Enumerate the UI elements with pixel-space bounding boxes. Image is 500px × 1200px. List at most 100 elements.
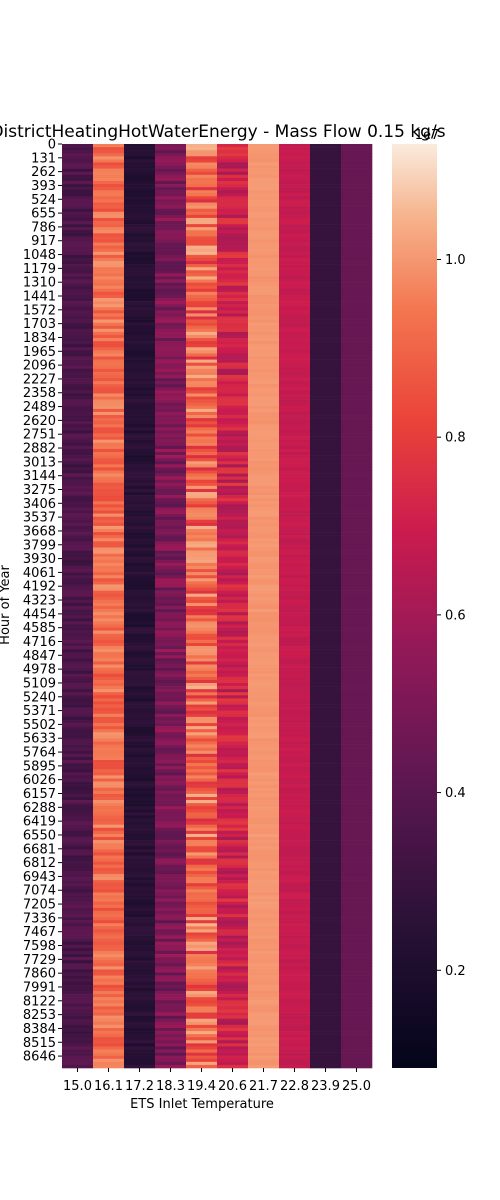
heatmap-cell xyxy=(341,612,373,616)
heatmap-cell xyxy=(279,492,311,496)
heatmap-cell xyxy=(62,738,94,742)
heatmap-cell xyxy=(279,393,311,397)
heatmap-cell xyxy=(279,984,311,989)
heatmap-cell xyxy=(62,399,94,404)
heatmap-cell xyxy=(124,411,156,416)
heatmap-cell xyxy=(341,664,373,668)
heatmap-cell xyxy=(124,427,156,431)
heatmap-cell xyxy=(93,926,125,930)
heatmap-cell xyxy=(341,267,373,271)
heatmap-cell xyxy=(186,495,218,499)
heatmap-cell xyxy=(186,544,218,548)
heatmap-cell xyxy=(217,442,249,447)
heatmap-cell xyxy=(279,778,311,782)
heatmap-cell xyxy=(310,587,342,591)
heatmap-cell xyxy=(217,763,249,767)
heatmap-cell xyxy=(62,1003,94,1007)
heatmap-cell xyxy=(186,920,218,924)
heatmap-cell xyxy=(155,319,187,323)
heatmap-cell xyxy=(93,319,125,323)
heatmap-cell xyxy=(93,177,125,182)
heatmap-cell xyxy=(124,806,156,810)
heatmap-cell xyxy=(155,689,187,693)
heatmap-cell xyxy=(310,987,342,992)
heatmap-cell xyxy=(62,950,94,955)
heatmap-cell xyxy=(341,593,373,598)
heatmap-cell xyxy=(124,954,156,958)
heatmap-cell xyxy=(62,162,94,166)
heatmap-cell xyxy=(93,833,125,838)
heatmap-cell xyxy=(310,279,342,283)
y-tick-label: 4192 xyxy=(23,580,56,595)
heatmap-cell xyxy=(93,692,125,696)
heatmap-cell xyxy=(279,162,311,166)
heatmap-cell xyxy=(93,556,125,561)
heatmap-cell xyxy=(62,230,94,234)
heatmap-cell xyxy=(124,679,156,684)
heatmap-cell xyxy=(186,507,218,511)
heatmap-cell xyxy=(217,898,249,902)
heatmap-cell xyxy=(186,1046,218,1050)
heatmap-cell xyxy=(279,328,311,333)
heatmap-cell xyxy=(62,636,94,641)
heatmap-cell xyxy=(155,415,187,419)
heatmap-cell xyxy=(93,461,125,465)
heatmap-cell xyxy=(186,901,218,906)
heatmap-cell xyxy=(248,153,280,157)
heatmap-cell xyxy=(217,553,249,558)
heatmap-cell xyxy=(341,719,373,724)
heatmap-cell xyxy=(93,994,125,998)
heatmap-cell xyxy=(124,1061,156,1066)
heatmap-cell xyxy=(62,926,94,930)
heatmap-cell xyxy=(341,177,373,182)
heatmap-cell xyxy=(62,981,94,986)
heatmap-cell xyxy=(62,476,94,481)
heatmap-cell xyxy=(124,661,156,665)
heatmap-cell xyxy=(341,707,373,712)
heatmap-cell xyxy=(310,439,342,444)
heatmap-cell xyxy=(217,273,249,277)
heatmap-cell xyxy=(341,781,373,785)
heatmap-cell xyxy=(124,224,156,228)
heatmap-cell xyxy=(62,1052,94,1056)
heatmap-cell xyxy=(93,150,125,154)
heatmap-column-22.8 xyxy=(279,144,311,1069)
heatmap-cell xyxy=(310,667,342,671)
heatmap-cell xyxy=(155,513,187,517)
heatmap-cell xyxy=(62,1031,94,1035)
heatmap-cell xyxy=(217,615,249,619)
heatmap-cell xyxy=(341,538,373,542)
heatmap-cell xyxy=(248,310,280,314)
heatmap-cell xyxy=(217,448,249,453)
heatmap-cell xyxy=(62,270,94,274)
heatmap-cell xyxy=(186,473,218,477)
heatmap-cell xyxy=(155,1040,187,1044)
heatmap-cell xyxy=(279,1027,311,1032)
heatmap-cell xyxy=(62,587,94,591)
heatmap-cell xyxy=(186,824,218,829)
heatmap-cell xyxy=(186,655,218,659)
heatmap-cell xyxy=(217,673,249,678)
heatmap-cell xyxy=(248,1018,280,1023)
heatmap-cell xyxy=(62,735,94,739)
heatmap-cell xyxy=(62,498,94,502)
heatmap-cell xyxy=(279,282,311,286)
heatmap-cell xyxy=(62,1040,94,1044)
heatmap-cell xyxy=(217,864,249,869)
heatmap-cell xyxy=(93,378,125,382)
heatmap-cell xyxy=(279,1000,311,1004)
heatmap-cell xyxy=(310,424,342,428)
heatmap-cell xyxy=(310,609,342,613)
heatmap-cell xyxy=(124,439,156,444)
heatmap-cell xyxy=(279,864,311,869)
heatmap-cell xyxy=(310,298,342,302)
heatmap-cell xyxy=(279,405,311,410)
heatmap-cell xyxy=(248,1052,280,1056)
heatmap-cell xyxy=(124,285,156,290)
heatmap-cell xyxy=(124,719,156,724)
heatmap-cell xyxy=(248,695,280,699)
heatmap-cell xyxy=(186,550,218,554)
heatmap-cell xyxy=(186,1052,218,1056)
heatmap-cell xyxy=(186,840,218,844)
heatmap-cell xyxy=(93,411,125,416)
